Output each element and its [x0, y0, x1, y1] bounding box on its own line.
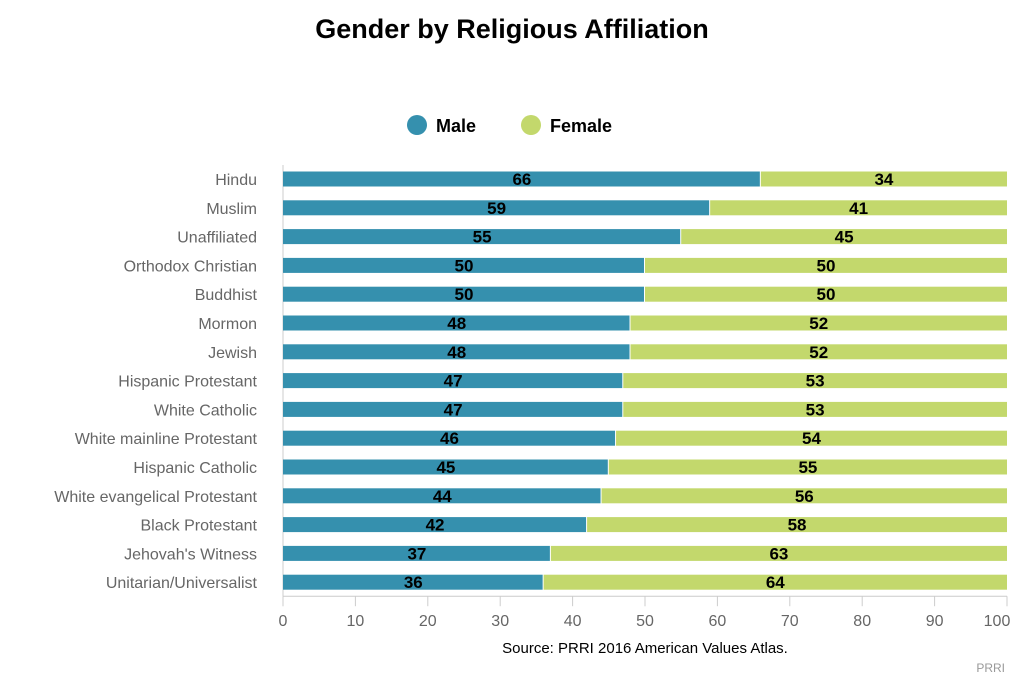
category-label: Orthodox Christian [124, 258, 257, 275]
legend-label-male: Male [436, 116, 476, 136]
x-tick-label: 20 [419, 613, 437, 630]
data-label-female: 45 [835, 228, 854, 247]
data-label-female: 54 [802, 429, 821, 448]
bar-male [283, 574, 543, 590]
bar-male [283, 344, 630, 360]
chart-title: Gender by Religious Affiliation [315, 14, 709, 44]
bar-male [283, 459, 608, 475]
bar-male [283, 373, 623, 389]
credit-label: PRRI [976, 661, 1005, 675]
x-axis: 0 10 20 30 40 50 60 70 80 90 100 [279, 165, 1011, 630]
source-note: Source: PRRI 2016 American Values Atlas. [502, 640, 788, 657]
bar-male [283, 517, 587, 533]
data-label-female: 52 [809, 314, 828, 333]
bar-female [760, 171, 1007, 187]
legend-label-female: Female [550, 116, 612, 136]
data-label-female: 50 [817, 285, 836, 304]
category-label: Mormon [198, 316, 257, 333]
data-label-male: 50 [455, 256, 474, 275]
bar-female [550, 545, 1007, 561]
bar-female [543, 574, 1007, 590]
legend-marker-female [521, 115, 541, 135]
legend-marker-male [407, 115, 427, 135]
bar-male [283, 430, 616, 446]
bar-female [587, 517, 1007, 533]
data-label-male: 50 [455, 285, 474, 304]
bar-female [623, 401, 1007, 417]
category-label: Unaffiliated [177, 230, 257, 247]
bar-female [710, 200, 1007, 216]
x-tick-label: 0 [279, 613, 288, 630]
bar-male [283, 286, 644, 302]
x-tick-label: 70 [781, 613, 799, 630]
data-label-male: 47 [444, 400, 463, 419]
bar-male [283, 257, 644, 273]
data-label-female: 64 [766, 573, 785, 592]
data-label-female: 41 [849, 199, 868, 218]
data-label-male: 59 [487, 199, 506, 218]
category-label: Hispanic Catholic [133, 460, 257, 477]
bar-male [283, 315, 630, 331]
category-label: Unitarian/Universalist [106, 575, 258, 592]
data-label-male: 45 [436, 458, 455, 477]
x-tick-label: 100 [984, 613, 1011, 630]
bar-male [283, 488, 601, 504]
data-label-female: 52 [809, 343, 828, 362]
x-tick-label: 40 [564, 613, 582, 630]
data-label-male: 66 [512, 170, 531, 189]
x-tick-label: 80 [853, 613, 871, 630]
category-labels: Hindu Muslim Unaffiliated Orthodox Christia… [54, 172, 257, 592]
data-label-female: 53 [806, 400, 825, 419]
category-label: Hindu [215, 172, 257, 189]
bar-female [608, 459, 1007, 475]
data-label-male: 55 [473, 228, 492, 247]
bar-male [283, 545, 550, 561]
data-label-female: 34 [874, 170, 893, 189]
x-tick-label: 90 [926, 613, 944, 630]
x-tick-label: 50 [636, 613, 654, 630]
bars: 66 34 59 41 55 45 50 50 50 50 48 52 48 52 47 53 47 53 46 54… [283, 170, 1007, 592]
data-label-male: 47 [444, 372, 463, 391]
legend: Male Female [407, 115, 612, 136]
x-tick-label: 10 [347, 613, 365, 630]
bar-female [623, 373, 1007, 389]
category-label: Jewish [208, 345, 257, 362]
data-label-female: 56 [795, 487, 814, 506]
x-tick-label: 30 [491, 613, 509, 630]
category-label: White mainline Protestant [75, 431, 258, 448]
bar-female [645, 257, 1007, 273]
data-label-female: 58 [788, 516, 807, 535]
bar-male [283, 401, 623, 417]
category-label: Buddhist [195, 287, 258, 304]
data-label-female: 53 [806, 372, 825, 391]
data-label-male: 42 [426, 516, 445, 535]
data-label-male: 37 [407, 544, 426, 563]
category-label: White Catholic [154, 402, 257, 419]
category-label: Black Protestant [141, 518, 258, 535]
category-label: Jehovah's Witness [124, 546, 257, 563]
data-label-female: 63 [769, 544, 788, 563]
bar-female [645, 286, 1007, 302]
bar-female [630, 315, 1007, 331]
category-label: Muslim [206, 201, 257, 218]
data-label-female: 55 [798, 458, 817, 477]
bar-male [283, 171, 760, 187]
category-label: Hispanic Protestant [118, 374, 257, 391]
bar-female [601, 488, 1007, 504]
bar-male [283, 200, 710, 216]
bar-male [283, 229, 681, 245]
data-label-male: 48 [447, 314, 466, 333]
data-label-male: 48 [447, 343, 466, 362]
bar-female [630, 344, 1007, 360]
bar-female [616, 430, 1007, 446]
data-label-female: 50 [817, 256, 836, 275]
bar-female [681, 229, 1007, 245]
data-label-male: 36 [404, 573, 423, 592]
data-label-male: 46 [440, 429, 459, 448]
category-label: White evangelical Protestant [54, 489, 257, 506]
data-label-male: 44 [433, 487, 452, 506]
x-tick-label: 60 [709, 613, 727, 630]
